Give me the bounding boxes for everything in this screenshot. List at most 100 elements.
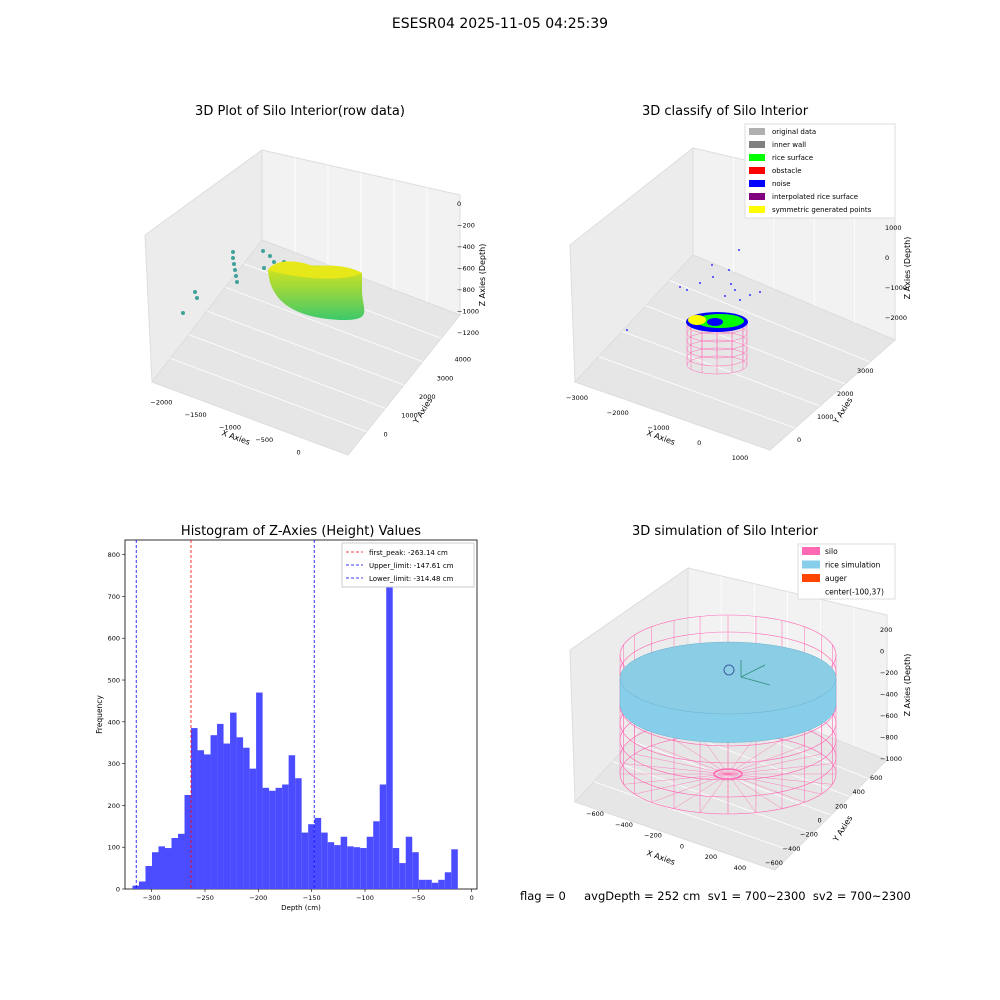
legend-label: rice simulation <box>825 561 881 570</box>
y-tick-label: 2000 <box>419 393 436 401</box>
noise-point <box>626 329 628 331</box>
scatter-point <box>268 254 272 258</box>
scatter-point <box>231 256 235 260</box>
z-tick-label: 200 <box>880 626 892 634</box>
noise-point <box>724 295 726 297</box>
y-tick-label: 0 <box>797 436 801 444</box>
legend-label: symmetric generated points <box>772 206 872 214</box>
legend-swatch <box>749 141 765 148</box>
histogram-bar <box>236 737 244 889</box>
noise-point <box>738 249 740 251</box>
y-tick-label: 200 <box>835 802 847 810</box>
silo-floor-spoke <box>727 773 822 795</box>
y-tick-label: −600 <box>765 859 783 867</box>
histogram-bar <box>178 833 185 889</box>
legend-label: noise <box>772 180 791 188</box>
legend-swatch <box>749 193 765 200</box>
y-tick-label: 500 <box>108 677 120 685</box>
histogram-bar <box>321 832 328 889</box>
legend-label: auger <box>825 574 848 583</box>
rice-simulation-top <box>619 641 837 715</box>
center-axis-line <box>740 664 766 678</box>
legend-label: Lower_limit: -314.48 cm <box>369 575 454 583</box>
silo-floor-spoke <box>673 739 729 775</box>
scatter-point <box>234 274 238 278</box>
z-tick-label: −600 <box>880 712 898 720</box>
scatter-point <box>235 280 239 284</box>
scatter-point <box>181 311 185 315</box>
x-tick-label: −100 <box>356 894 374 902</box>
grid-line <box>225 286 423 363</box>
x-tick-label: 1000 <box>732 454 749 460</box>
grid-line <box>669 280 871 363</box>
histogram-bar <box>165 848 172 889</box>
noise-point <box>679 286 681 288</box>
y-tick-label: 4000 <box>454 356 471 364</box>
y-tick-label: 200 <box>108 802 120 810</box>
legend: original data inner wall rice surface obsta… <box>744 123 896 219</box>
auger-marker <box>723 664 735 676</box>
noise-point <box>730 283 732 285</box>
noise-point <box>711 264 713 266</box>
histogram-bar <box>158 846 165 889</box>
x-tick-label: −300 <box>143 894 161 902</box>
histogram-bar <box>282 784 289 889</box>
noise-point <box>686 289 688 291</box>
y-tick-label: −400 <box>783 845 801 853</box>
legend-swatch <box>749 180 765 187</box>
x-tick-label: −1000 <box>219 423 241 431</box>
z-tick-label: −1000 <box>457 308 479 316</box>
y-axis-label: Y Axies <box>831 814 855 844</box>
y-tick-label: 100 <box>108 844 120 852</box>
histogram-bar <box>347 846 354 889</box>
histogram-bar <box>230 712 237 889</box>
histogram-bar <box>308 824 315 889</box>
histogram-bar <box>340 836 348 889</box>
legend-label: interpolated rice surface <box>772 193 858 201</box>
y-tick-label: 1000 <box>401 412 418 420</box>
z-tick-label: 1000 <box>885 224 902 232</box>
y-tick-label: 0 <box>818 817 822 825</box>
legend-swatch <box>802 574 820 582</box>
rice-bowl-body <box>268 265 365 321</box>
axes-pane-floor <box>151 239 461 456</box>
legend-label: inner wall <box>772 141 806 149</box>
silo-floor-spoke <box>634 773 729 795</box>
scatter-point <box>233 268 237 272</box>
grid-line <box>645 305 846 385</box>
z-tick-label: −1000 <box>880 755 902 763</box>
x-tick-label: −1000 <box>648 424 670 432</box>
x-tick-label: −2000 <box>150 398 172 406</box>
legend-label: first_peak: -263.14 cm <box>369 549 448 557</box>
x-tick-label: 0 <box>697 439 701 447</box>
silo-floor-spoke <box>727 745 805 775</box>
grid-line <box>622 330 821 407</box>
histogram-bar <box>275 787 283 889</box>
silo-floor-spoke <box>699 773 729 813</box>
histogram-bar <box>379 784 387 889</box>
histogram-bar <box>288 755 296 889</box>
x-tick-label: −500 <box>255 436 273 444</box>
histogram-bar <box>197 750 205 889</box>
histogram-title: Histogram of Z-Axies (Height) Values <box>180 524 422 539</box>
z-tick-label: 0 <box>885 254 889 262</box>
legend-label: obstacle <box>772 167 802 175</box>
silo-floor-center <box>713 768 743 780</box>
y-tick-label: 3000 <box>437 374 454 382</box>
x-tick-label: −150 <box>303 894 321 902</box>
histogram-bar <box>256 692 263 889</box>
legend-label: Upper_limit: -147.61 cm <box>369 562 454 570</box>
histogram-bar <box>171 838 179 889</box>
silo-floor-spoke <box>651 745 729 775</box>
z-tick-label: 0 <box>880 648 884 656</box>
y-tick-label: 1000 <box>817 413 834 421</box>
noise-point <box>712 276 714 278</box>
y-axis-label: Y Axies <box>831 396 855 426</box>
axes-pane-floor <box>574 254 896 451</box>
histogram-bar <box>243 747 250 889</box>
silo-floor-spoke <box>727 773 805 803</box>
figure-suptitle: ESESR04 2025-11-05 04:25:39 <box>391 16 609 32</box>
legend-swatch <box>749 206 765 213</box>
y-tick-label: 400 <box>853 788 865 796</box>
histogram-bar <box>191 728 198 889</box>
